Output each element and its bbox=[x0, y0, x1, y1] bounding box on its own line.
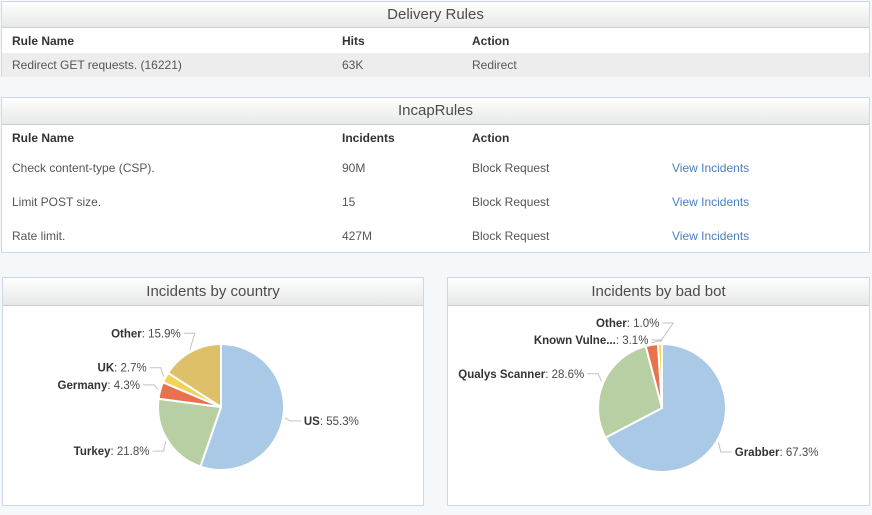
rule-name-cell: Limit POST size. bbox=[12, 195, 102, 209]
rule-name-cell: Redirect GET requests. (16221) bbox=[12, 58, 182, 72]
link-cell: View Incidents bbox=[662, 195, 869, 209]
link-cell: View Incidents bbox=[662, 229, 869, 243]
action-cell: Block Request bbox=[472, 161, 550, 175]
delivery-rules-title: Delivery Rules bbox=[2, 2, 869, 28]
pie-connector bbox=[659, 322, 675, 343]
pie-label: Other: 1.0% bbox=[596, 318, 659, 330]
hits-cell: 63K bbox=[342, 58, 364, 72]
incap-rules-panel: IncapRules Rule Name Incidents Action Ch… bbox=[1, 97, 870, 253]
view-incidents-link[interactable]: View Incidents bbox=[672, 229, 750, 243]
view-incidents-link[interactable]: View Incidents bbox=[672, 195, 750, 209]
table-row: Limit POST size. 15 Block Request View Inci… bbox=[2, 185, 869, 219]
action-cell: Redirect bbox=[472, 58, 517, 72]
pie-slice-turkey[interactable] bbox=[157, 397, 222, 468]
pie-connector bbox=[142, 384, 159, 391]
column-header-action: Action bbox=[472, 33, 510, 48]
delivery-rules-header-row: Rule Name Hits Action bbox=[2, 28, 869, 53]
incap-rules-header-row: Rule Name Incidents Action bbox=[2, 125, 869, 151]
column-header-rule-name: Rule Name bbox=[12, 33, 75, 48]
table-row: Check content-type (CSP). 90M Block Reques… bbox=[2, 151, 869, 185]
incap-rules-rows: Check content-type (CSP). 90M Block Reques… bbox=[2, 151, 869, 253]
pie-label: Germany: 4.3% bbox=[58, 380, 140, 392]
panel-title-text: Delivery Rules bbox=[387, 6, 484, 23]
incidents-cell: 15 bbox=[342, 195, 356, 209]
pie-label: Grabber: 67.3% bbox=[735, 447, 819, 459]
pie-label: Turkey: 21.8% bbox=[74, 446, 150, 458]
incidents-by-country-title: Incidents by country bbox=[3, 278, 423, 306]
incidents-by-bad-bot-chart: Grabber: 67.3% Qualys Scanner: 28.6% Known… bbox=[458, 318, 819, 473]
table-row: Rate limit. 427M Block Request View Inciden… bbox=[2, 219, 869, 253]
pie-slice-grabber[interactable] bbox=[604, 343, 727, 473]
pie-connector bbox=[284, 417, 301, 422]
pie-connector bbox=[587, 373, 603, 382]
column-header-hits: Hits bbox=[342, 33, 365, 48]
delivery-rules-rows: Redirect GET requests. (16221) 63K Redirec… bbox=[2, 53, 869, 77]
pie-connector bbox=[183, 332, 196, 351]
panel-title-text: Incidents by bad bot bbox=[591, 283, 726, 300]
panel-title-text: IncapRules bbox=[397, 102, 474, 119]
column-header-action: Action bbox=[472, 131, 510, 145]
action-cell: Block Request bbox=[472, 229, 550, 243]
action-cell: Block Request bbox=[472, 195, 550, 209]
pie-slice-other[interactable] bbox=[167, 343, 222, 408]
table-row: Redirect GET requests. (16221) 63K Redirec… bbox=[2, 53, 869, 77]
incidents-by-country-panel: Incidents by country US: 55.3% Turkey: 21… bbox=[2, 277, 424, 506]
incidents-by-bad-bot-panel: Incidents by bad bot Grabber: 67.3% Qualy… bbox=[447, 277, 870, 506]
column-header-incidents: Incidents bbox=[342, 131, 395, 145]
pie-slice-qualys-scanner[interactable] bbox=[597, 345, 663, 439]
pie-label: US: 55.3% bbox=[304, 416, 359, 428]
view-incidents-link[interactable]: View Incidents bbox=[672, 161, 750, 175]
pie-slice-other[interactable] bbox=[656, 343, 663, 409]
pie-connector bbox=[651, 339, 663, 344]
incidents-by-country-chart: US: 55.3% Turkey: 21.8% Germany: 4.3% UK: 2… bbox=[58, 328, 359, 471]
pie-connector bbox=[718, 442, 732, 453]
pie-label: Other: 15.9% bbox=[111, 328, 181, 340]
pie-label: Qualys Scanner: 28.6% bbox=[458, 369, 584, 381]
pie-connector bbox=[149, 367, 165, 377]
pie-connector bbox=[152, 441, 167, 452]
incidents-cell: 90M bbox=[342, 161, 366, 175]
incidents-cell: 427M bbox=[342, 229, 373, 243]
incap-rules-title: IncapRules bbox=[2, 98, 869, 125]
column-header-rule-name: Rule Name bbox=[12, 131, 75, 145]
delivery-rules-panel: Delivery Rules Rule Name Hits Action Red… bbox=[1, 1, 870, 77]
link-cell: View Incidents bbox=[662, 161, 869, 175]
pie-label: UK: 2.7% bbox=[98, 363, 147, 375]
panel-title-text: Incidents by country bbox=[146, 283, 280, 300]
rule-name-cell: Rate limit. bbox=[12, 229, 66, 243]
pie-label: Known Vulne...: 3.1% bbox=[534, 335, 649, 347]
rule-name-cell: Check content-type (CSP). bbox=[12, 161, 155, 175]
incidents-by-bad-bot-title: Incidents by bad bot bbox=[448, 278, 869, 306]
